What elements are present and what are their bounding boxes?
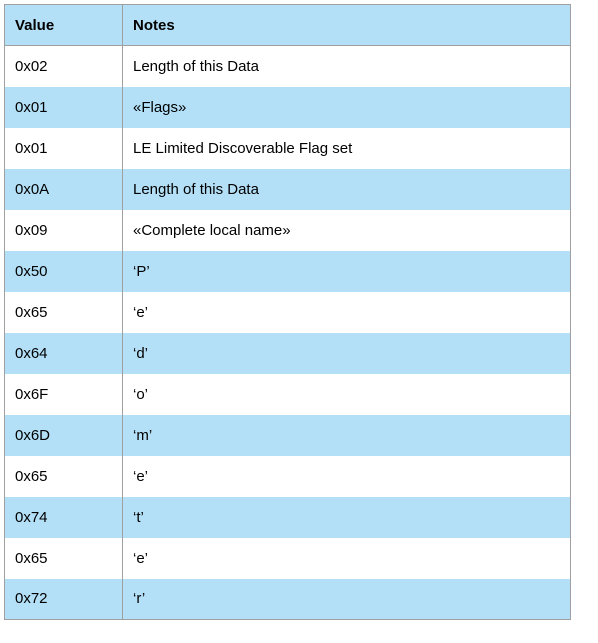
cell-notes: ‘o’ — [123, 374, 571, 415]
cell-notes: «Complete local name» — [123, 210, 571, 251]
cell-value: 0x65 — [5, 292, 123, 333]
table-row: 0x02Length of this Data — [5, 46, 571, 87]
table-row: 0x01«Flags» — [5, 87, 571, 128]
cell-value: 0x6F — [5, 374, 123, 415]
column-header-value: Value — [5, 5, 123, 46]
cell-value: 0x6D — [5, 415, 123, 456]
cell-notes: Length of this Data — [123, 169, 571, 210]
table-row: 0x6F‘o’ — [5, 374, 571, 415]
cell-notes: ‘e’ — [123, 538, 571, 579]
table-row: 0x72‘r’ — [5, 579, 571, 620]
table-row: 0x65‘e’ — [5, 538, 571, 579]
cell-value: 0x64 — [5, 333, 123, 374]
table-row: 0x01LE Limited Discoverable Flag set — [5, 128, 571, 169]
cell-value: 0x50 — [5, 251, 123, 292]
cell-notes: Length of this Data — [123, 46, 571, 87]
table-row: 0x64‘d’ — [5, 333, 571, 374]
table-body: 0x02Length of this Data0x01«Flags»0x01LE… — [5, 46, 571, 620]
cell-value: 0x0A — [5, 169, 123, 210]
cell-notes: ‘e’ — [123, 292, 571, 333]
table-header-row: Value Notes — [5, 5, 571, 46]
cell-value: 0x02 — [5, 46, 123, 87]
cell-notes: ‘t’ — [123, 497, 571, 538]
table-row: 0x65‘e’ — [5, 292, 571, 333]
cell-value: 0x01 — [5, 87, 123, 128]
data-table: Value Notes 0x02Length of this Data0x01«… — [4, 4, 571, 620]
cell-notes: ‘m’ — [123, 415, 571, 456]
cell-value: 0x74 — [5, 497, 123, 538]
cell-value: 0x72 — [5, 579, 123, 620]
cell-value: 0x65 — [5, 456, 123, 497]
cell-value: 0x65 — [5, 538, 123, 579]
column-header-notes: Notes — [123, 5, 571, 46]
cell-value: 0x09 — [5, 210, 123, 251]
cell-notes: «Flags» — [123, 87, 571, 128]
cell-notes: ‘e’ — [123, 456, 571, 497]
table-row: 0x6D‘m’ — [5, 415, 571, 456]
table-row: 0x74‘t’ — [5, 497, 571, 538]
cell-notes: ‘r’ — [123, 579, 571, 620]
table-row: 0x50‘P’ — [5, 251, 571, 292]
cell-notes: ‘d’ — [123, 333, 571, 374]
cell-notes: LE Limited Discoverable Flag set — [123, 128, 571, 169]
table-row: 0x65‘e’ — [5, 456, 571, 497]
table-row: 0x09«Complete local name» — [5, 210, 571, 251]
table-row: 0x0ALength of this Data — [5, 169, 571, 210]
cell-value: 0x01 — [5, 128, 123, 169]
cell-notes: ‘P’ — [123, 251, 571, 292]
